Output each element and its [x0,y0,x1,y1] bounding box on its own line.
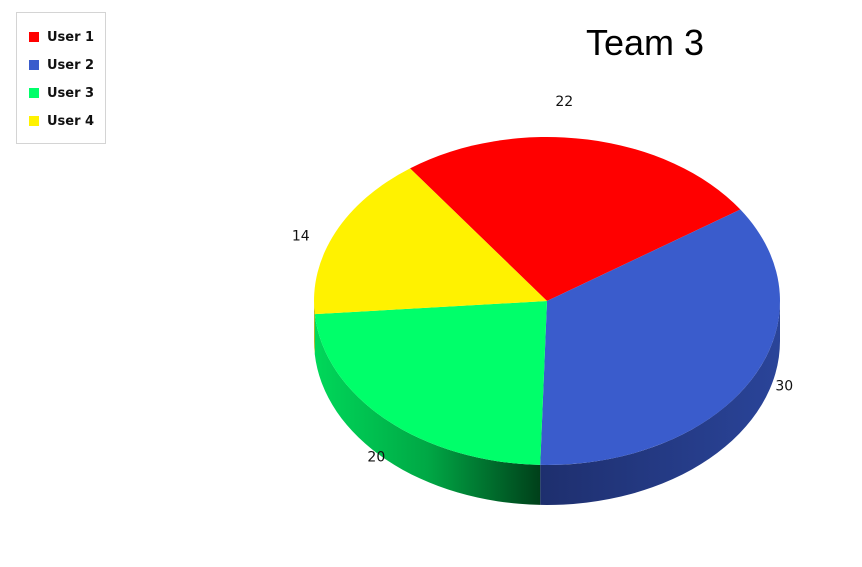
legend-swatch [29,116,39,126]
pie-slice-1 [410,137,741,301]
legend-swatch [29,32,39,42]
pie-slice-2 [540,209,780,465]
data-label-4: 14 [292,229,310,245]
pie-slice-side-2 [540,301,780,505]
data-label-3: 20 [367,449,385,465]
legend-label: User 4 [47,113,95,129]
data-label-1: 22 [555,94,573,110]
pie-slice-side-3 [314,314,541,505]
legend-item-user-3: User 3 [29,84,94,102]
legend-swatch [29,88,39,98]
pie-slice-4 [314,168,547,315]
data-label-2: 30 [775,379,793,395]
legend-item-user-2: User 2 [29,56,94,74]
chart-title: Team 3 [586,22,705,63]
legend-label: User 1 [47,29,95,45]
chart-legend: User 1 User 2 User 3 User 4 [16,12,106,144]
legend-swatch [29,60,39,70]
pie-slice-side-4 [314,301,315,355]
legend-item-user-4: User 4 [29,112,94,130]
legend-label: User 2 [47,57,95,73]
pie-slice-3 [314,301,547,465]
legend-item-user-1: User 1 [29,28,94,46]
legend-label: User 3 [47,85,95,101]
